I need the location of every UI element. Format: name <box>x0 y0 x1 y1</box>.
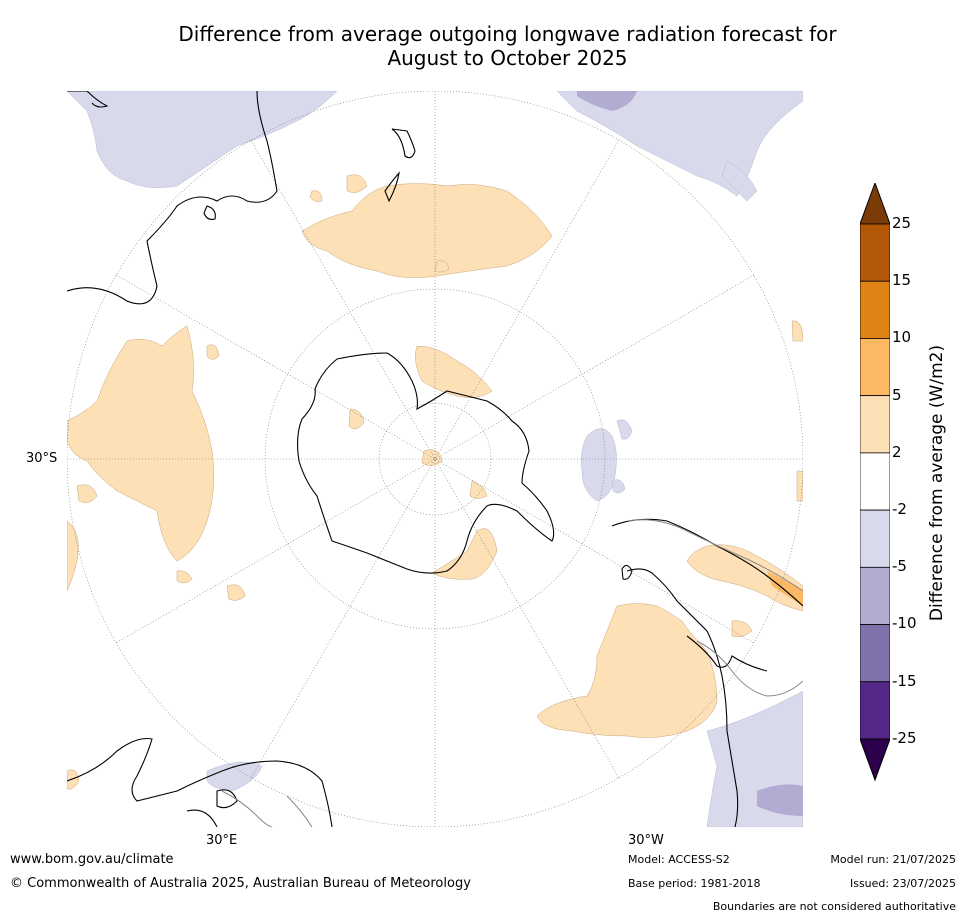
latitude-label: 30°S <box>26 451 58 466</box>
colorbar-segment <box>860 338 890 397</box>
colorbar-segments <box>860 223 890 740</box>
title-line-1: Difference from average outgoing longwav… <box>178 22 837 46</box>
colorbar-segment <box>860 681 890 740</box>
colorbar-tick: -10 <box>892 614 917 632</box>
footer-copyright: © Commonwealth of Australia 2025, Austra… <box>10 876 471 891</box>
mid-negative-region <box>577 91 637 111</box>
colorbar-tick: 5 <box>892 386 902 404</box>
colorbar-segment <box>860 280 890 339</box>
map-title: Difference from average outgoing longwav… <box>0 22 965 70</box>
colorbar-label: Difference from average (W/m2) <box>927 344 947 622</box>
footer-base-period: Base period: 1981-2018 <box>628 877 761 890</box>
colorbar-arrow-top <box>860 183 890 225</box>
map-canvas <box>67 91 803 827</box>
colorbar <box>860 183 890 782</box>
footer-model: Model: ACCESS-S2 <box>628 853 730 866</box>
polar-map <box>67 91 803 827</box>
colorbar-tick: -2 <box>892 500 907 518</box>
colorbar-tick: -15 <box>892 672 917 690</box>
positive-anomaly-regions <box>67 174 803 790</box>
colorbar-segment <box>860 624 890 683</box>
footer-disclaimer: Boundaries are not considered authoritat… <box>712 900 956 913</box>
colorbar-segment <box>860 395 890 454</box>
colorbar-tick: -25 <box>892 729 917 747</box>
borders <box>221 519 803 827</box>
colorbar-segment <box>860 566 890 625</box>
footer-model-run: Model run: 21/07/2025 <box>830 853 956 866</box>
longitude-label-west: 30°W <box>628 833 664 848</box>
colorbar-tick: 25 <box>892 214 912 232</box>
colorbar-arrow-bottom <box>860 738 890 782</box>
colorbar-tick: -5 <box>892 557 907 575</box>
longitude-label-east: 30°E <box>206 833 238 848</box>
graticule <box>67 91 803 827</box>
colorbar-segment <box>860 452 890 511</box>
negative-anomaly-regions <box>67 91 803 827</box>
title-line-2: August to October 2025 <box>387 46 628 70</box>
colorbar-segment <box>860 223 890 282</box>
colorbar-segment <box>860 509 890 568</box>
colorbar-tick: 15 <box>892 271 912 289</box>
colorbar-tick: 2 <box>892 443 902 461</box>
footer-issued: Issued: 23/07/2025 <box>849 877 956 890</box>
colorbar-tick: 10 <box>892 328 912 346</box>
mid-negative-region-sw <box>757 784 803 816</box>
coastlines <box>67 91 803 827</box>
footer-url[interactable]: www.bom.gov.au/climate <box>10 852 174 867</box>
